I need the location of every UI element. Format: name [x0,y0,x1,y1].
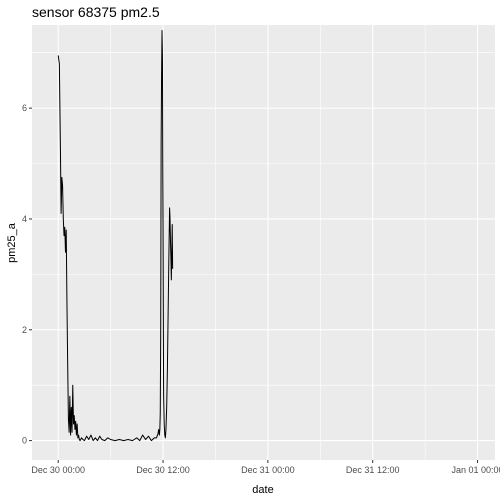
y-tick-label: 6 [22,103,27,113]
x-tick-label: Dec 31 12:00 [346,465,400,475]
y-axis-title: pm25_a [6,222,18,263]
x-axis-title: date [252,484,273,496]
x-tick-label: Dec 30 00:00 [31,465,85,475]
y-tick-label: 0 [22,436,27,446]
y-tick-label: 4 [22,214,27,224]
y-tick-label: 2 [22,325,27,335]
grid-minor [32,25,495,460]
y-axis: 0 2 4 6 [22,103,32,446]
plot-panel [32,25,495,460]
x-axis: Dec 30 00:00 Dec 30 12:00 Dec 31 00:00 Dec … [31,460,500,475]
series-line [57,30,174,442]
chart-title: sensor 68375 pm2.5 [32,4,160,20]
x-tick-label: Jan 01 00:00 [452,465,500,475]
x-tick-label: Dec 30 12:00 [136,465,190,475]
x-tick-label: Dec 31 00:00 [241,465,295,475]
data-layer [57,30,174,442]
